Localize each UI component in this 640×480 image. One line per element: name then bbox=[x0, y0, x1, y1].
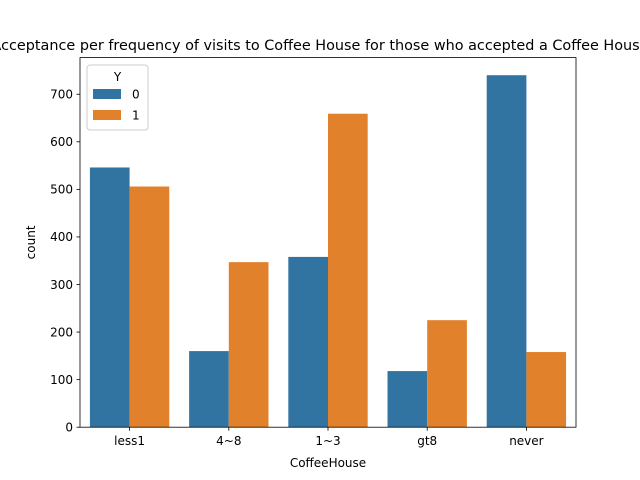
x-tick-label: 1~3 bbox=[315, 434, 340, 448]
y-tick-label: 100 bbox=[50, 373, 73, 387]
x-axis-ticks: less1 4~8 1~3 gt8 never bbox=[114, 427, 544, 448]
bar-less1-y0 bbox=[89, 167, 130, 428]
legend-swatch-y1 bbox=[93, 110, 121, 120]
x-tick-label: gt8 bbox=[417, 434, 437, 448]
bar-1~3-y0 bbox=[288, 256, 328, 428]
legend-swatch-y0 bbox=[93, 89, 121, 99]
bars-group bbox=[89, 75, 567, 428]
y-tick-label: 700 bbox=[50, 88, 73, 102]
legend-entries: 01 bbox=[93, 88, 140, 123]
legend: Y 01 bbox=[86, 64, 149, 131]
y-tick-label: 500 bbox=[50, 183, 73, 197]
bar-less1-y1 bbox=[129, 186, 170, 428]
y-tick-label: 600 bbox=[50, 135, 73, 149]
bar-gt8-y0 bbox=[387, 371, 428, 428]
y-tick-label: 400 bbox=[50, 230, 73, 244]
legend-label-y1: 1 bbox=[132, 109, 140, 123]
y-axis-label: count bbox=[24, 225, 38, 259]
legend-title: Y bbox=[113, 70, 122, 84]
y-tick-label: 200 bbox=[50, 325, 73, 339]
bar-never-y1 bbox=[526, 352, 567, 428]
bar-never-y0 bbox=[486, 75, 527, 428]
x-tick-label: less1 bbox=[114, 434, 145, 448]
legend-label-y0: 0 bbox=[132, 88, 140, 102]
bar-4~8-y0 bbox=[189, 351, 229, 428]
y-tick-label: 300 bbox=[50, 278, 73, 292]
x-axis-label: CoffeeHouse bbox=[290, 456, 366, 470]
chart-title: Acceptance per frequency of visits to Co… bbox=[0, 38, 640, 54]
y-tick-label: 0 bbox=[65, 421, 73, 435]
bar-1~3-y1 bbox=[328, 113, 368, 428]
bar-gt8-y1 bbox=[427, 320, 467, 428]
bar-4~8-y1 bbox=[228, 262, 269, 428]
y-axis-ticks: 0 100 200 300 400 500 600 700 bbox=[50, 88, 80, 435]
x-tick-label: 4~8 bbox=[216, 434, 241, 448]
x-tick-label: never bbox=[509, 434, 543, 448]
plot-area-frame bbox=[79, 57, 577, 428]
